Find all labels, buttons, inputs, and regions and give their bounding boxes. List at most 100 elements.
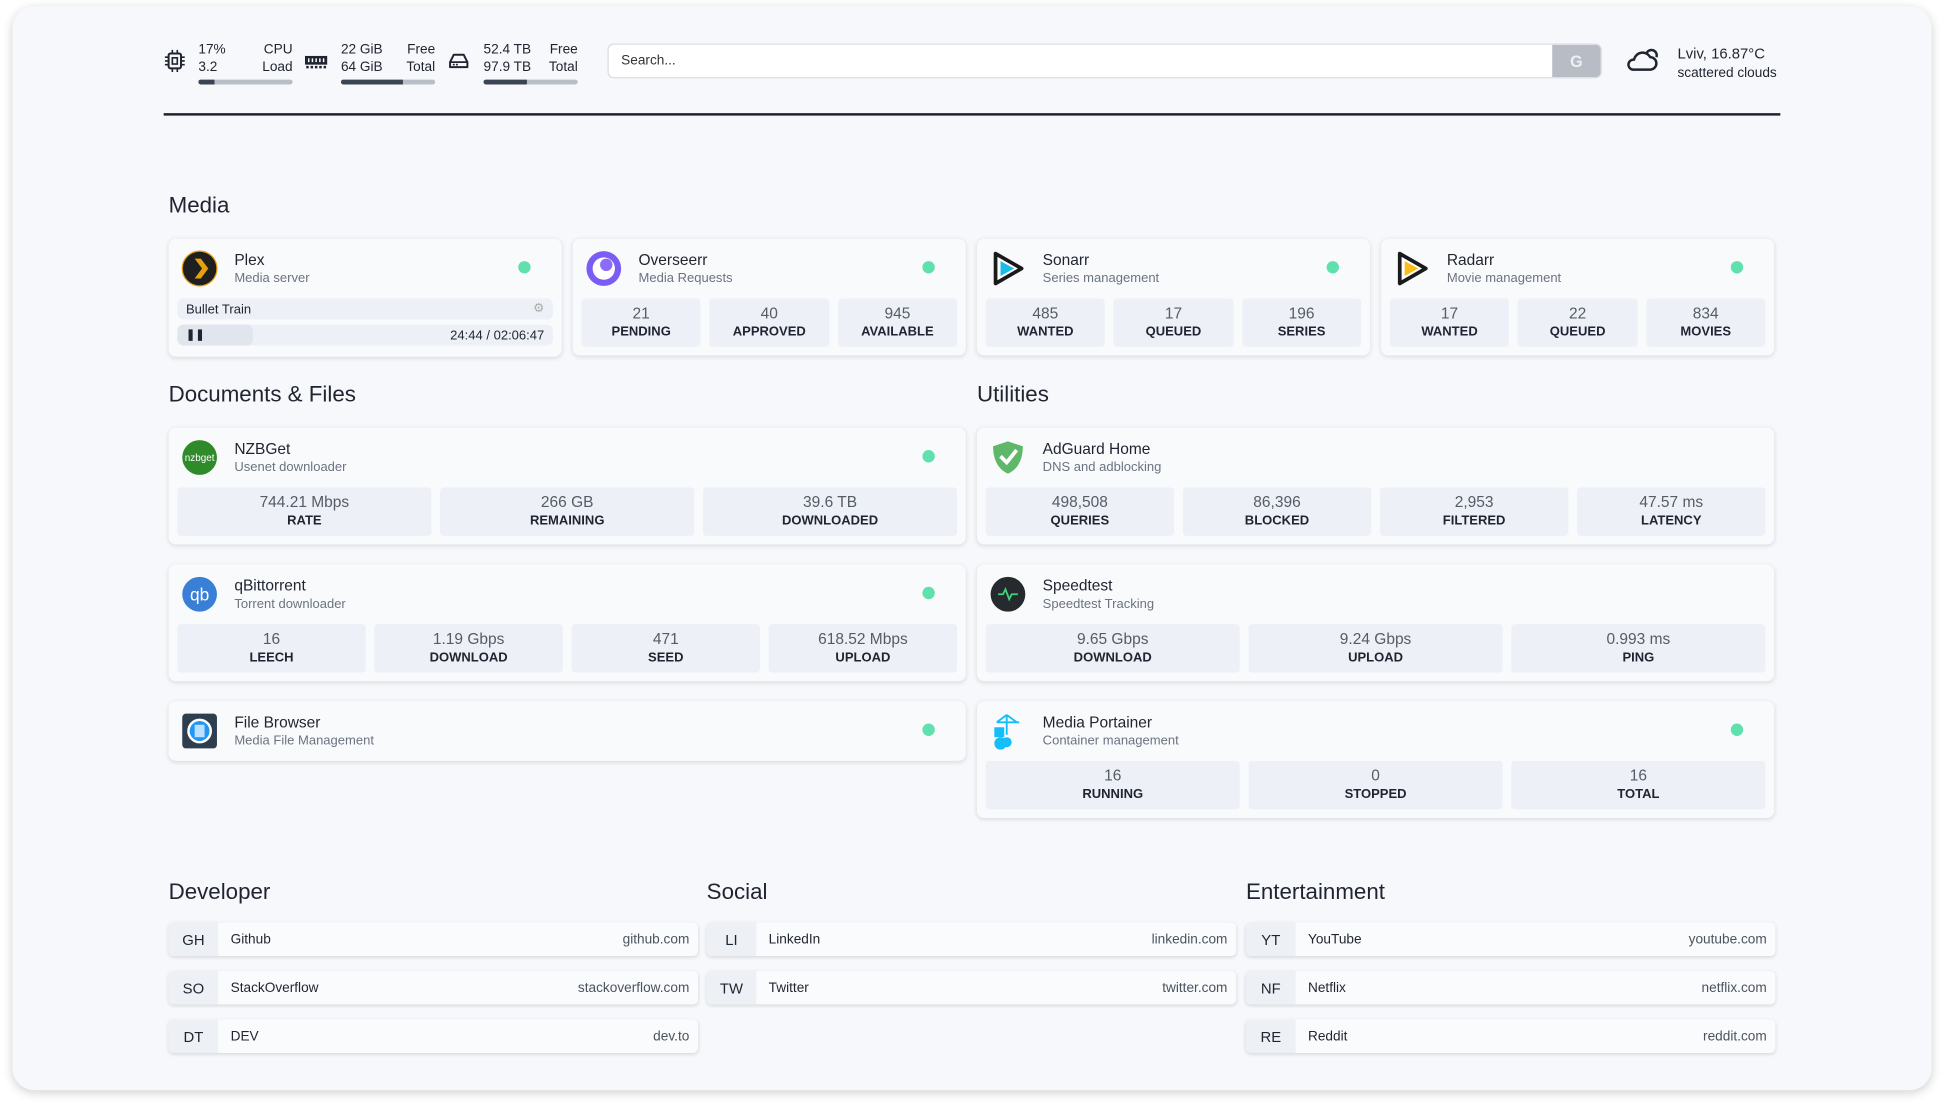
service-desc: Movie management bbox=[1446, 271, 1562, 286]
bookmark-url: linkedin.com bbox=[1151, 931, 1228, 947]
stat-box: 9.24 Gbps UPLOAD bbox=[1248, 624, 1503, 673]
header-divider bbox=[163, 113, 1781, 116]
bookmark-reddit[interactable]: RE Reddit reddit.com bbox=[1245, 1019, 1776, 1053]
bookmark-url: reddit.com bbox=[1703, 1028, 1767, 1044]
stat-box: 744.21 Mbps RATE bbox=[177, 487, 432, 536]
free-label: Free bbox=[407, 42, 436, 58]
service-card-nzbget[interactable]: nzbget NZBGet Usenet downloader 744.21 M… bbox=[168, 427, 966, 545]
weather-widget: Lviv, 16.87°C scattered clouds bbox=[1677, 44, 1776, 84]
service-card-plex[interactable]: Plex Media server Bullet Train ⚙ ❚❚ 24:44 … bbox=[168, 238, 562, 357]
stat-box: 40 APPROVED bbox=[709, 298, 829, 347]
stat-value: 22 bbox=[1569, 304, 1587, 322]
bookmark-dev[interactable]: DT DEV dev.to bbox=[168, 1019, 699, 1053]
service-name: Sonarr bbox=[1042, 251, 1090, 269]
stat-box: 86,396 BLOCKED bbox=[1182, 487, 1372, 536]
stat-box: 485 WANTED bbox=[985, 298, 1106, 347]
bookmark-abbr: NF bbox=[1245, 970, 1296, 1005]
stat-box: 22 QUEUED bbox=[1517, 298, 1638, 347]
bookmark-linkedin[interactable]: LI LinkedIn linkedin.com bbox=[706, 922, 1237, 957]
overseerr-icon bbox=[586, 251, 622, 286]
pause-icon[interactable]: ❚❚ bbox=[185, 328, 205, 341]
bookmark-netflix[interactable]: NF Netflix netflix.com bbox=[1245, 970, 1776, 1005]
weather-temp: Lviv, 16.87°C bbox=[1677, 44, 1766, 63]
stat-label: LEECH bbox=[249, 650, 294, 666]
stat-label: REMAINING bbox=[529, 513, 605, 529]
stats-row: 16 RUNNING 0 STOPPED 16 TOTAL bbox=[985, 760, 1766, 810]
memory-free: 22 GiB bbox=[340, 42, 383, 58]
search-input[interactable] bbox=[608, 53, 1553, 69]
stats-row: 16 LEECH 1.19 Gbps DOWNLOAD 471 SEED 618.52 Mb… bbox=[177, 624, 958, 673]
stat-label: QUEUED bbox=[1549, 324, 1606, 340]
bookmark-abbr: RE bbox=[1245, 1019, 1296, 1053]
service-desc: Usenet downloader bbox=[234, 459, 347, 475]
bookmark-abbr: SO bbox=[168, 970, 219, 1005]
stat-box: 16 TOTAL bbox=[1511, 760, 1766, 810]
stat-value: 834 bbox=[1692, 304, 1719, 322]
memory-bar bbox=[340, 79, 436, 85]
status-dot bbox=[1730, 261, 1744, 274]
search-engine-button[interactable]: G bbox=[1552, 44, 1601, 78]
cpu-percent: 17% bbox=[198, 42, 226, 58]
service-desc: Series management bbox=[1042, 271, 1160, 286]
stat-value: 16 bbox=[1104, 767, 1122, 785]
stat-label: AVAILABLE bbox=[861, 324, 934, 340]
cpu-stat: 17% CPU 3.2 Load bbox=[198, 41, 293, 85]
stat-label: WANTED bbox=[1421, 324, 1478, 340]
service-card-media-portainer[interactable]: Media Portainer Container management 16 R… bbox=[976, 701, 1775, 819]
service-card-file-browser[interactable]: File Browser Media File Management bbox=[168, 701, 966, 761]
bookmark-url: stackoverflow.com bbox=[577, 980, 690, 996]
service-card-speedtest[interactable]: Speedtest Speedtest Tracking 9.65 Gbps DO… bbox=[976, 564, 1775, 682]
stat-box: 471 SEED bbox=[571, 624, 760, 673]
stat-label: BLOCKED bbox=[1244, 513, 1310, 529]
now-playing-title: Bullet Train ⚙ bbox=[177, 298, 553, 320]
stats-row: 498,508 QUERIES 86,396 BLOCKED 2,953 FILTERED… bbox=[985, 487, 1766, 536]
stat-label: QUEUED bbox=[1145, 324, 1202, 340]
service-card-adguard-home[interactable]: AdGuard Home DNS and adblocking 498,508 Q… bbox=[976, 427, 1775, 545]
bookmark-github[interactable]: GH Github github.com bbox=[168, 922, 699, 957]
now-playing-text: Bullet Train bbox=[185, 301, 252, 317]
service-desc: DNS and adblocking bbox=[1042, 459, 1162, 475]
bookmark-name: YouTube bbox=[1307, 931, 1362, 947]
service-name: AdGuard Home bbox=[1042, 440, 1151, 458]
stat-box: 618.52 Mbps UPLOAD bbox=[768, 624, 958, 673]
stat-value: 21 bbox=[632, 304, 650, 322]
disk-total: 97.9 TB bbox=[483, 59, 532, 75]
bookmark-abbr: TW bbox=[706, 970, 757, 1005]
section-title-documents: Documents & Files bbox=[168, 381, 356, 407]
stat-label: DOWNLOAD bbox=[429, 650, 508, 666]
stat-box: 16 RUNNING bbox=[985, 760, 1240, 810]
service-name: Speedtest bbox=[1042, 576, 1113, 595]
svg-text:nzbget: nzbget bbox=[185, 453, 215, 464]
service-card-radarr[interactable]: Radarr Movie management 17 WANTED 22 QUEUED… bbox=[1381, 238, 1775, 356]
bookmark-twitter[interactable]: TW Twitter twitter.com bbox=[706, 970, 1237, 1005]
stat-value: 16 bbox=[1629, 767, 1648, 785]
bookmark-youtube[interactable]: YT YouTube youtube.com bbox=[1245, 922, 1776, 957]
stat-label: UPLOAD bbox=[835, 650, 891, 666]
stat-box: 1.19 Gbps DOWNLOAD bbox=[374, 624, 563, 673]
section-title-utilities: Utilities bbox=[976, 381, 1049, 407]
bookmark-stackoverflow[interactable]: SO StackOverflow stackoverflow.com bbox=[168, 970, 699, 1005]
settings-icon[interactable]: ⚙ bbox=[533, 302, 545, 316]
stat-value: 471 bbox=[652, 630, 679, 648]
stat-label: PENDING bbox=[611, 324, 671, 340]
stat-label: TOTAL bbox=[1617, 786, 1660, 802]
memory-icon bbox=[304, 55, 328, 69]
load-label: Load bbox=[262, 59, 293, 75]
service-card-qbittorrent[interactable]: qb qBittorrent Torrent downloader 16 LEEC… bbox=[168, 564, 966, 682]
bookmark-abbr: GH bbox=[168, 922, 219, 957]
plex-icon bbox=[181, 250, 218, 287]
nzbget-icon: nzbget bbox=[182, 440, 217, 475]
stat-label: DOWNLOAD bbox=[1073, 650, 1152, 666]
stat-value: 0 bbox=[1371, 767, 1380, 785]
playback-time: 24:44 / 02:06:47 bbox=[450, 327, 545, 343]
search-bar: G bbox=[607, 43, 1602, 79]
stats-row: 17 WANTED 22 QUEUED 834 MOVIES bbox=[1389, 298, 1766, 347]
adguard-icon bbox=[993, 441, 1023, 474]
bookmark-name: Reddit bbox=[1307, 1028, 1348, 1044]
disk-free: 52.4 TB bbox=[483, 42, 532, 58]
service-desc: Torrent downloader bbox=[234, 596, 346, 612]
service-card-overseerr[interactable]: Overseerr Media Requests 21 PENDING 40 APPR… bbox=[572, 238, 966, 356]
service-card-sonarr[interactable]: Sonarr Series management 485 WANTED 17 QUEU… bbox=[976, 238, 1370, 356]
stat-box: 0.993 ms PING bbox=[1511, 624, 1766, 673]
bookmark-abbr: DT bbox=[168, 1019, 219, 1053]
